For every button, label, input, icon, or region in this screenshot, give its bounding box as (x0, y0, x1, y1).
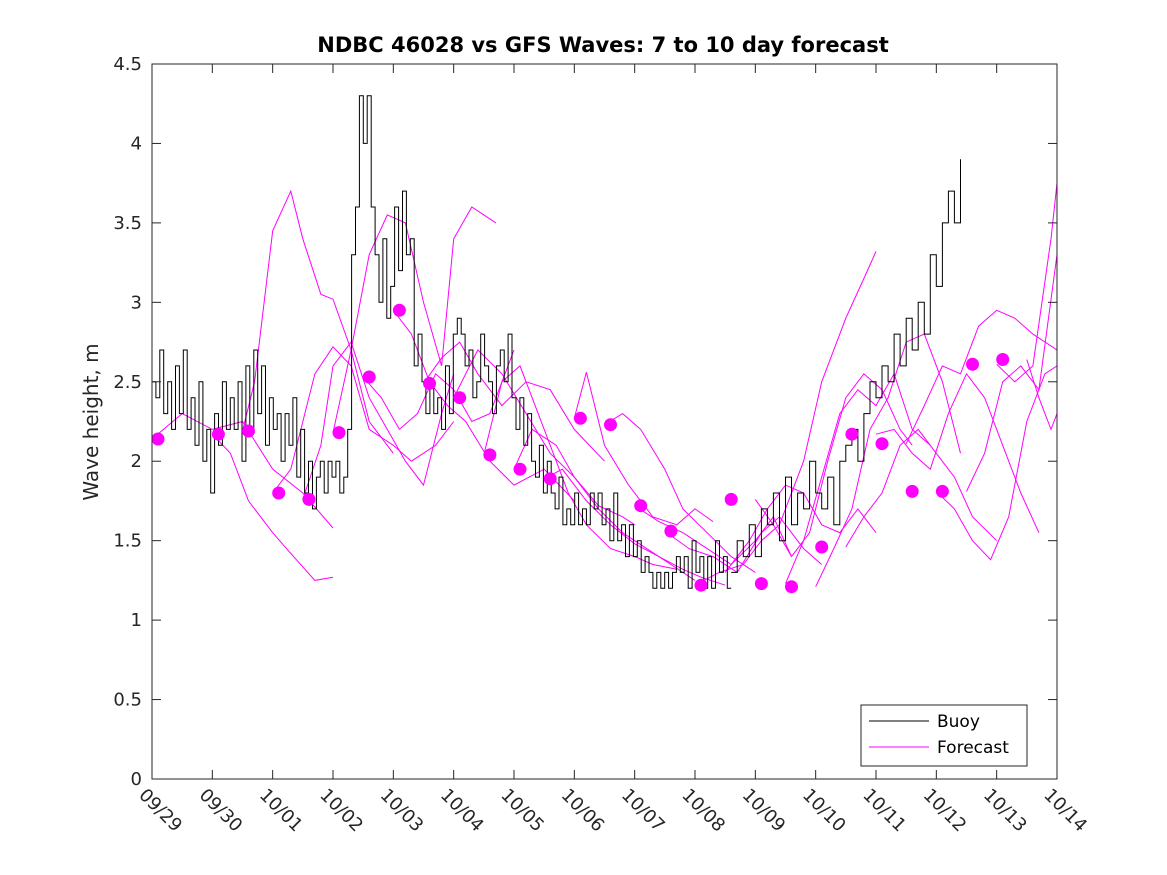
forecast-line (604, 412, 756, 573)
forecast-marker (513, 462, 527, 476)
x-tick-label: 10/08 (677, 785, 729, 837)
forecast-marker (543, 472, 557, 486)
x-tick-label: 10/04 (436, 785, 488, 837)
forecast-line (513, 428, 696, 581)
x-tick-label: 10/09 (738, 785, 790, 837)
forecast-marker (815, 540, 829, 554)
forecast-line (332, 206, 497, 433)
y-tick-label: 1.5 (113, 531, 142, 552)
forecast-marker (272, 486, 286, 500)
forecast-marker (966, 357, 979, 371)
forecast-marker (242, 424, 255, 438)
y-tick-label: 1 (131, 610, 142, 631)
forecast-marker (724, 492, 738, 506)
y-tick-label: 0.5 (113, 690, 142, 711)
forecast-line (392, 309, 575, 502)
legend: Buoy Forecast (860, 704, 1028, 767)
forecast-marker (935, 484, 949, 498)
x-tick-label: 10/12 (919, 785, 971, 837)
y-tick-label: 2.5 (113, 372, 142, 393)
forecast-marker (785, 580, 798, 594)
y-tick-label: 4 (131, 133, 142, 154)
forecast-marker (392, 303, 406, 317)
forecast-marker (483, 448, 497, 462)
forecast-marker (634, 499, 648, 513)
forecast-line (453, 349, 635, 526)
forecast-line (905, 309, 1057, 444)
forecast-marker (211, 427, 225, 441)
forecast-line (845, 428, 998, 548)
y-tick-label: 0 (131, 769, 142, 790)
forecast-line (875, 372, 1040, 533)
forecast-line (302, 341, 455, 500)
forecast-marker (302, 492, 316, 506)
x-tick-label: 10/14 (1039, 785, 1091, 837)
forecast-marker (664, 524, 678, 538)
forecast-marker (423, 376, 436, 390)
x-tick-label: 10/06 (557, 785, 609, 837)
forecast-line (935, 365, 1057, 561)
legend-box (860, 704, 1028, 767)
forecast-marker (453, 391, 467, 405)
y-tick-label: 3.5 (113, 213, 142, 234)
forecast-line (272, 346, 455, 494)
forecast-marker (905, 484, 919, 498)
plot-frame (151, 63, 1058, 780)
forecast-line (966, 254, 1057, 492)
x-tick-label: 10/10 (798, 785, 850, 837)
x-tick-label: 10/02 (315, 785, 367, 837)
x-tick-label: 10/07 (617, 785, 669, 837)
forecast-line (242, 189, 394, 454)
forecast-marker (694, 578, 708, 592)
forecast-line (543, 468, 726, 586)
chart-title: NDBC 46028 vs GFS Waves: 7 to 10 day for… (317, 33, 888, 57)
forecast-marker (573, 411, 587, 425)
buoy-line-tail (731, 159, 961, 573)
x-tick-label: 10/01 (255, 785, 307, 837)
legend-forecast-label: Forecast (937, 738, 1009, 758)
forecast-line (1026, 359, 1057, 431)
forecast-marker (845, 427, 859, 441)
forecast-markers (151, 303, 1010, 594)
forecast-line (211, 433, 334, 581)
forecast-marker (875, 437, 889, 451)
forecast-line (815, 333, 961, 587)
x-tick-label: 10/13 (979, 785, 1031, 837)
legend-buoy-label: Buoy (937, 712, 980, 732)
x-tick-label: 10/05 (496, 785, 548, 837)
forecast-marker (996, 353, 1010, 366)
forecast-series (152, 183, 1057, 587)
x-tick-label: 09/29 (134, 785, 186, 837)
y-tick-label: 2 (131, 451, 142, 472)
y-tick-label: 4.5 (113, 54, 142, 75)
forecast-line (423, 341, 605, 462)
forecast-marker (362, 370, 376, 384)
forecast-line (362, 349, 515, 431)
x-tick-label: 10/03 (376, 785, 428, 837)
buoy-series (152, 95, 961, 589)
forecast-marker (332, 426, 346, 440)
forecast-line (785, 372, 931, 584)
x-tick-label: 09/30 (195, 785, 247, 837)
forecast-line (483, 365, 677, 570)
forecast-marker (151, 432, 165, 446)
y-axis-label: Wave height, m (79, 343, 103, 500)
y-axis: 0 0.5 1 1.5 2 2.5 3 3.5 4 4.5 (113, 54, 1057, 790)
forecast-line (996, 183, 1057, 383)
y-tick-label: 3 (131, 292, 142, 313)
forecast-marker (754, 577, 768, 591)
forecast-marker (604, 418, 617, 432)
x-tick-label: 10/11 (858, 785, 910, 837)
buoy-line (152, 95, 732, 589)
